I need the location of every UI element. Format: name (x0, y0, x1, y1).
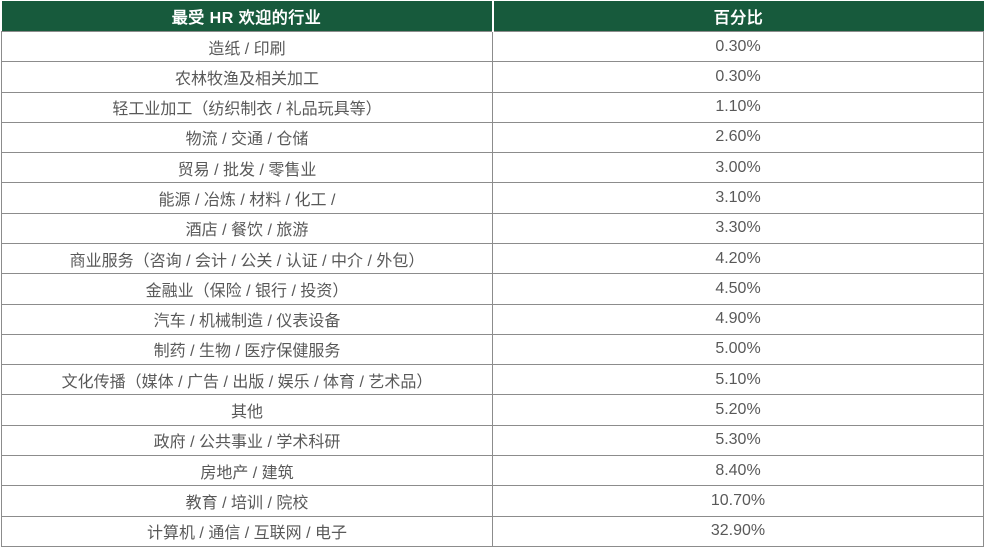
percentage-cell: 3.00% (492, 152, 984, 184)
table-header: 最受 HR 欢迎的行业 百分比 (1, 1, 984, 32)
percentage-cell: 4.90% (492, 303, 984, 335)
percentage-cell: 8.40% (492, 454, 984, 487)
table-row: 文化传播（媒体 / 广告 / 出版 / 娱乐 / 体育 / 艺术品） 5.10% (1, 364, 984, 396)
table-row: 教育 / 培训 / 院校 10.70% (1, 485, 984, 517)
table-row: 酒店 / 餐饮 / 旅游 3.30% (1, 212, 984, 244)
header-percentage: 百分比 (491, 1, 984, 32)
table-row: 其他 5.20% (1, 394, 984, 426)
industry-cell: 酒店 / 餐饮 / 旅游 (1, 212, 493, 244)
industry-cell: 轻工业加工（纺织制衣 / 礼品玩具等） (1, 91, 493, 123)
industry-cell: 商业服务（咨询 / 会计 / 公关 / 认证 / 中介 / 外包） (1, 242, 493, 275)
percentage-cell: 2.60% (492, 121, 984, 154)
industry-cell: 能源 / 冶炼 / 材料 / 化工 / (1, 182, 493, 214)
industry-cell: 其他 (1, 394, 493, 426)
table-row: 计算机 / 通信 / 互联网 / 电子 32.90% (1, 515, 984, 547)
percentage-cell: 5.20% (492, 394, 984, 426)
percentage-cell: 3.10% (492, 182, 984, 214)
industry-cell: 物流 / 交通 / 仓储 (1, 121, 493, 154)
table-row: 造纸 / 印刷 0.30% (1, 30, 984, 63)
industry-cell: 制药 / 生物 / 医疗保健服务 (1, 333, 493, 366)
table-row: 物流 / 交通 / 仓储 2.60% (1, 121, 984, 154)
header-industry: 最受 HR 欢迎的行业 (1, 1, 493, 32)
percentage-cell: 3.30% (492, 212, 984, 244)
percentage-cell: 0.30% (492, 61, 984, 93)
percentage-cell: 5.10% (492, 364, 984, 396)
percentage-cell: 32.90% (492, 515, 984, 547)
industry-cell: 文化传播（媒体 / 广告 / 出版 / 娱乐 / 体育 / 艺术品） (1, 364, 493, 396)
industry-cell: 房地产 / 建筑 (1, 454, 493, 487)
percentage-cell: 4.50% (492, 273, 984, 305)
header-row: 最受 HR 欢迎的行业 百分比 (1, 1, 984, 32)
percentage-cell: 1.10% (492, 91, 984, 123)
table-body: 造纸 / 印刷 0.30% 农林牧渔及相关加工 0.30% 轻工业加工（纺织制衣 / 礼… (1, 30, 984, 547)
table-row: 商业服务（咨询 / 会计 / 公关 / 认证 / 中介 / 外包） 4.20% (1, 242, 984, 275)
table-row: 房地产 / 建筑 8.40% (1, 454, 984, 487)
industry-cell: 教育 / 培训 / 院校 (1, 485, 493, 517)
industry-cell: 计算机 / 通信 / 互联网 / 电子 (1, 515, 493, 547)
industry-cell: 政府 / 公共事业 / 学术科研 (1, 424, 493, 456)
table-row: 政府 / 公共事业 / 学术科研 5.30% (1, 424, 984, 456)
industry-cell: 造纸 / 印刷 (1, 30, 493, 63)
industry-cell: 金融业（保险 / 银行 / 投资） (1, 273, 493, 305)
percentage-cell: 5.30% (492, 424, 984, 456)
table-row: 能源 / 冶炼 / 材料 / 化工 /3.10% (1, 182, 984, 214)
percentage-cell: 0.30% (492, 30, 984, 63)
industry-cell: 汽车 / 机械制造 / 仪表设备 (1, 303, 493, 335)
percentage-cell: 5.00% (492, 333, 984, 366)
table-row: 贸易 / 批发 / 零售业 3.00% (1, 152, 984, 184)
industry-cell: 贸易 / 批发 / 零售业 (1, 152, 493, 184)
table-row: 制药 / 生物 / 医疗保健服务 5.00% (1, 333, 984, 366)
table-row: 汽车 / 机械制造 / 仪表设备 4.90% (1, 303, 984, 335)
table-row: 金融业（保险 / 银行 / 投资） 4.50% (1, 273, 984, 305)
table-row: 农林牧渔及相关加工 0.30% (1, 61, 984, 93)
percentage-cell: 4.20% (492, 242, 984, 275)
industry-cell: 农林牧渔及相关加工 (1, 61, 493, 93)
table-row: 轻工业加工（纺织制衣 / 礼品玩具等） 1.10% (1, 91, 984, 123)
percentage-cell: 10.70% (492, 485, 984, 517)
